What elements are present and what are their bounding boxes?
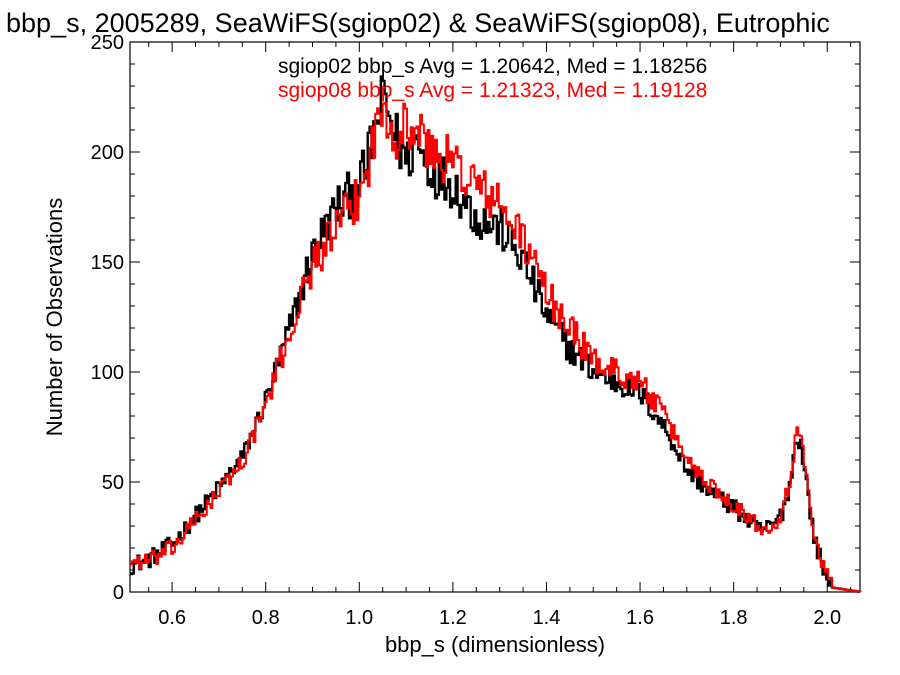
y-axis-ticks: 0 50 100 150 200 250 bbox=[91, 32, 860, 604]
x-tick-label: 1.8 bbox=[720, 607, 748, 629]
stats-label-sgiop08: sgiop08 bbp_s Avg = 1.21323, Med = 1.191… bbox=[278, 79, 707, 102]
series-line-sgiop08 bbox=[130, 102, 861, 593]
series-line-sgiop02 bbox=[130, 75, 862, 593]
x-tick-label: 0.8 bbox=[252, 607, 280, 629]
series-layer bbox=[130, 75, 862, 593]
chart-title: bbp_s, 2005289, SeaWiFS(sgiop02) & SeaWi… bbox=[6, 8, 830, 38]
x-tick-label: 1.0 bbox=[345, 607, 373, 629]
x-axis-label: bbp_s (dimensionless) bbox=[385, 632, 605, 657]
x-tick-label: 1.6 bbox=[626, 607, 654, 629]
x-axis-ticks: 0.6 0.8 1.0 1.2 1.4 1.6 1.8 2.0 bbox=[148, 42, 852, 629]
x-tick-label: 0.6 bbox=[158, 607, 186, 629]
y-tick-label: 0 bbox=[113, 582, 124, 604]
x-tick-label: 1.2 bbox=[439, 607, 467, 629]
y-tick-label: 100 bbox=[91, 362, 124, 384]
y-axis-label: Number of Observations bbox=[42, 198, 67, 436]
plot-area-frame bbox=[129, 41, 861, 593]
y-tick-label: 150 bbox=[91, 252, 124, 274]
y-tick-label: 50 bbox=[102, 472, 124, 494]
y-tick-label: 250 bbox=[91, 32, 124, 54]
stats-label-sgiop02: sgiop02 bbp_s Avg = 1.20642, Med = 1.182… bbox=[278, 55, 707, 78]
x-tick-label: 2.0 bbox=[813, 607, 841, 629]
x-tick-label: 1.4 bbox=[533, 607, 561, 629]
y-tick-label: 200 bbox=[91, 142, 124, 164]
